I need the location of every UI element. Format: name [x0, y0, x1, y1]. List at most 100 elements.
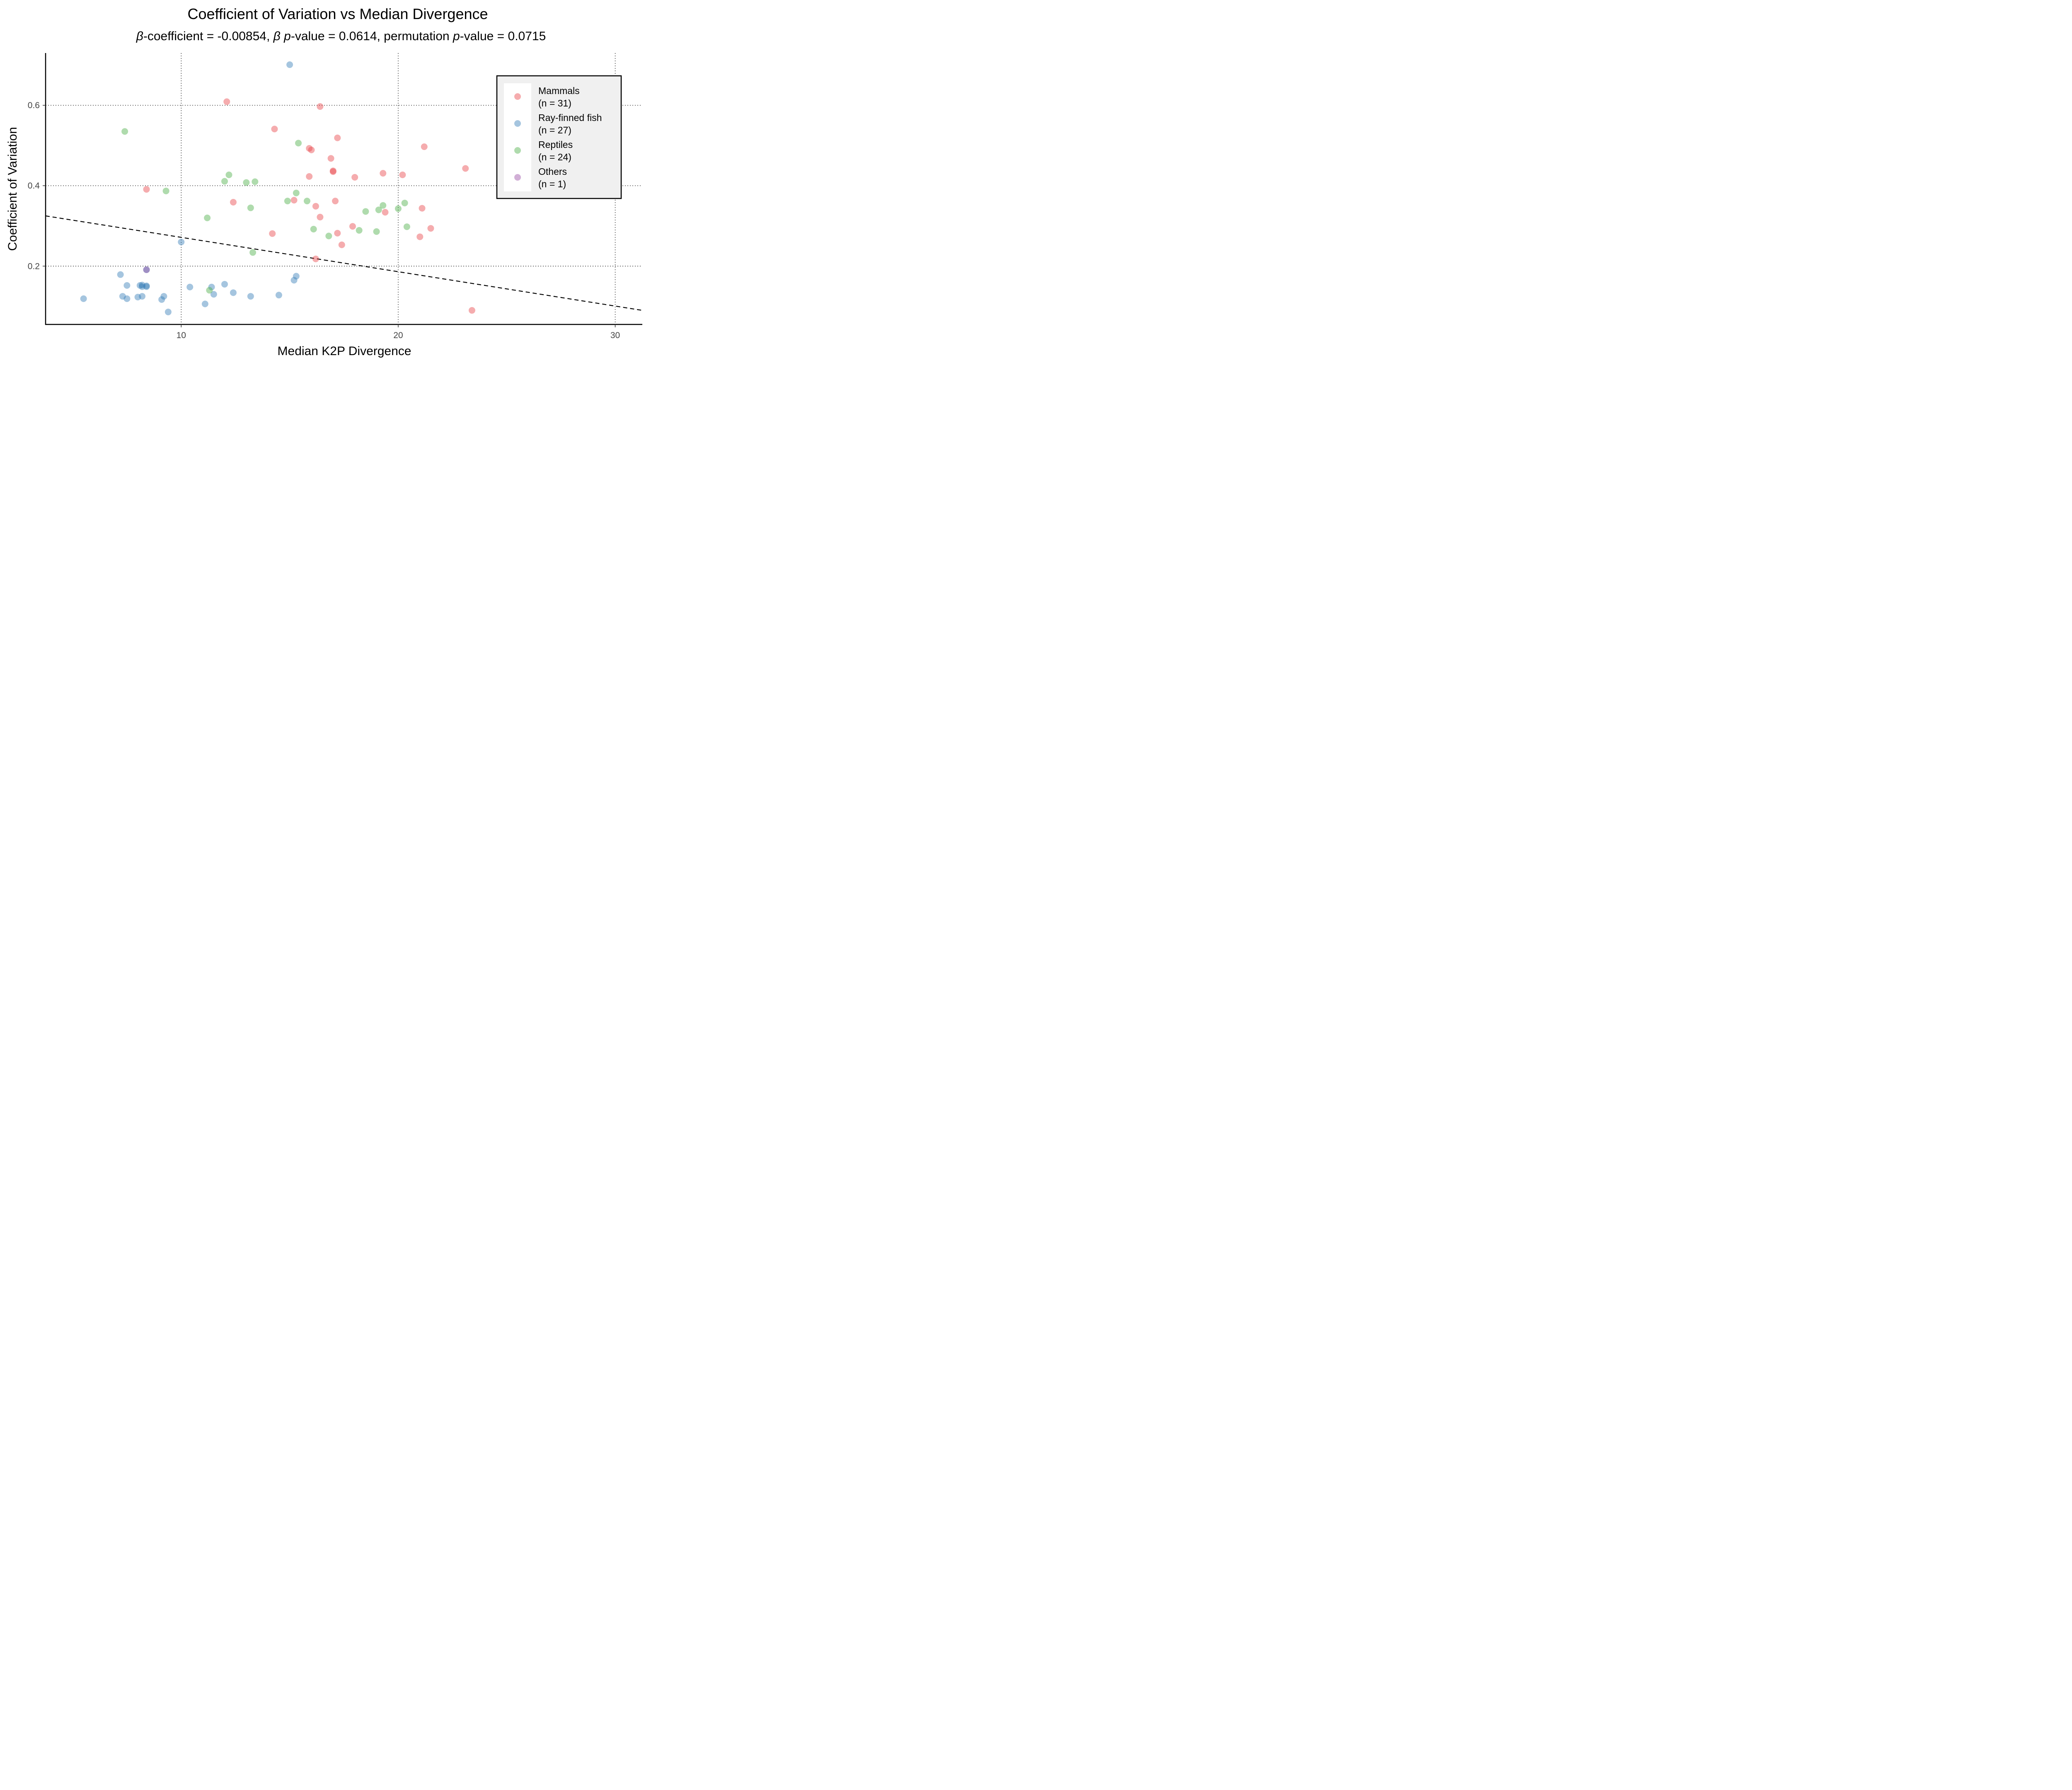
subtitle-part: β p — [273, 29, 291, 43]
legend-label: Mammals — [538, 85, 580, 96]
legend-marker — [514, 147, 521, 154]
data-point — [462, 165, 469, 172]
data-point — [178, 239, 185, 246]
legend-label: Reptiles — [538, 139, 573, 150]
series-3 — [143, 266, 150, 273]
data-point — [252, 178, 259, 185]
data-point — [269, 230, 276, 237]
subtitle-part: -value = 0.0715 — [460, 29, 546, 43]
subtitle-part: -coefficient = -0.00854, — [143, 29, 274, 43]
legend-marker — [514, 120, 521, 127]
data-point — [293, 273, 300, 280]
x-axis-title: Median K2P Divergence — [278, 344, 411, 358]
data-point — [80, 295, 87, 302]
data-point — [303, 198, 310, 205]
data-point — [382, 209, 389, 216]
data-point — [290, 277, 298, 284]
data-point — [204, 214, 211, 221]
data-point — [399, 172, 406, 179]
x-tick-label: 30 — [610, 331, 620, 340]
data-point — [312, 255, 319, 262]
trend-line-group — [45, 215, 643, 311]
data-point — [158, 296, 165, 303]
data-point — [136, 282, 143, 289]
data-point — [317, 213, 324, 220]
data-point — [139, 283, 146, 290]
data-point — [186, 283, 194, 290]
subtitle-part: -value = 0.0614, permutation — [291, 29, 453, 43]
data-point — [139, 293, 146, 300]
data-point — [293, 189, 300, 196]
data-point — [143, 283, 150, 290]
data-point — [403, 223, 410, 230]
data-point — [306, 173, 313, 180]
data-point — [143, 186, 150, 193]
y-tick-label: 0.4 — [28, 181, 40, 191]
y-tick-label: 0.2 — [28, 261, 40, 271]
data-point — [317, 103, 324, 110]
data-point — [243, 179, 250, 186]
legend-item-3: Others (n = 1) — [514, 166, 567, 189]
data-point — [329, 167, 336, 174]
chart-title: Coefficient of Variation vs Median Diver… — [187, 5, 488, 22]
regression-trend-line — [45, 215, 643, 311]
data-point — [401, 199, 408, 206]
data-point — [210, 291, 217, 298]
data-point — [221, 281, 228, 288]
data-point — [395, 205, 402, 212]
y-axis-title: Coefficient of Variation — [6, 127, 19, 251]
legend-item-1: Ray-finned fish (n = 27) — [514, 112, 602, 135]
data-point — [139, 281, 146, 288]
data-point — [119, 293, 126, 300]
data-point — [221, 178, 228, 185]
data-point — [271, 126, 278, 133]
data-point — [468, 307, 475, 314]
data-point — [134, 294, 141, 301]
data-point — [416, 233, 424, 240]
legend-label: Ray-finned fish — [538, 112, 602, 123]
data-point — [349, 223, 356, 230]
data-point — [380, 202, 387, 209]
data-point — [225, 172, 232, 179]
series-0 — [143, 98, 475, 314]
series-1 — [80, 61, 300, 315]
data-point — [373, 228, 380, 235]
legend-label: (n = 24) — [538, 152, 571, 162]
subtitle-part: β — [136, 29, 143, 43]
x-axis-ticks: 10 20 30 — [177, 324, 620, 340]
data-point — [334, 230, 341, 237]
data-point — [249, 249, 257, 256]
data-point — [375, 206, 382, 213]
data-point — [123, 282, 131, 289]
data-point — [143, 282, 150, 289]
data-point — [247, 204, 254, 211]
data-point — [295, 140, 302, 147]
legend-label: (n = 1) — [538, 179, 566, 189]
legend-label: (n = 27) — [538, 125, 571, 135]
data-point — [230, 289, 237, 296]
data-point — [286, 61, 293, 68]
axes — [45, 53, 642, 325]
data-point — [312, 203, 319, 210]
legend-marker — [514, 93, 521, 100]
data-points — [80, 61, 475, 315]
data-point — [123, 295, 131, 302]
legend: Mammals (n = 31) Ray-finned fish (n = 27) Re… — [496, 75, 622, 199]
x-tick-label: 20 — [393, 331, 403, 340]
data-point — [162, 187, 169, 194]
data-point — [230, 199, 237, 206]
data-point — [419, 205, 426, 212]
data-point — [327, 155, 334, 162]
legend-item-0: Mammals (n = 31) — [514, 85, 580, 109]
data-point — [206, 287, 213, 294]
data-point — [306, 145, 313, 152]
data-point — [117, 271, 124, 278]
data-point — [325, 232, 332, 239]
legend-marker — [514, 174, 521, 181]
data-point — [247, 293, 254, 300]
legend-key-background — [504, 83, 531, 191]
legend-label: Others — [538, 166, 567, 177]
data-point — [121, 128, 128, 135]
legend-label: (n = 31) — [538, 98, 571, 109]
data-point — [160, 293, 167, 300]
